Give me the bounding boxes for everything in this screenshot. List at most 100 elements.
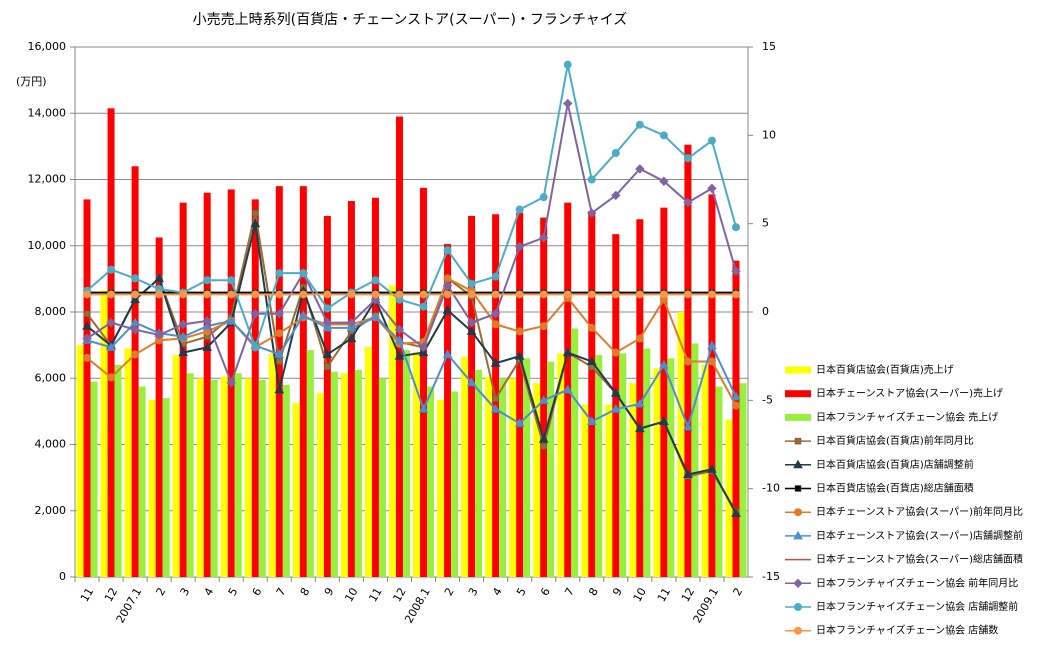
marker — [107, 265, 116, 274]
bar — [619, 353, 627, 577]
marker — [178, 347, 189, 357]
bar — [364, 346, 372, 577]
marker — [276, 358, 283, 365]
line — [86, 277, 737, 407]
marker — [203, 290, 212, 299]
marker — [683, 154, 692, 163]
marker — [323, 304, 332, 313]
bar — [444, 244, 452, 577]
marker — [538, 233, 549, 243]
y-tick-label: 0 — [59, 570, 66, 583]
bar — [330, 371, 338, 577]
marker — [538, 434, 549, 443]
marker — [299, 269, 308, 278]
marker — [178, 331, 189, 341]
marker — [443, 290, 452, 299]
marker — [370, 312, 381, 321]
legend: 日本百貨店協会(百貨店)売上げ日本チェーンストア協会(スーパー)売上げ日本フラン… — [785, 363, 1023, 637]
legend-swatch — [785, 390, 811, 398]
bar — [220, 376, 228, 577]
x-tick-label: 7 — [274, 586, 289, 599]
line — [86, 223, 737, 514]
marker — [587, 323, 596, 332]
marker — [346, 333, 357, 342]
marker — [683, 421, 693, 431]
x-tick-label: 2 — [730, 586, 745, 599]
bar — [461, 356, 469, 577]
bar — [378, 378, 386, 577]
legend-label: 日本フランチャイズチェーン協会 店舗数 — [816, 624, 998, 637]
legend-label: 日本チェーンストア協会(スーパー)売上げ — [816, 387, 1003, 400]
marker — [274, 309, 285, 319]
marker — [659, 416, 669, 426]
marker — [275, 269, 284, 278]
marker — [659, 131, 668, 140]
marker — [562, 347, 573, 357]
marker — [322, 322, 333, 332]
x-tick-label: 7 — [562, 586, 577, 599]
marker — [83, 290, 92, 299]
bar — [451, 391, 459, 577]
y-tick-label: 2,000 — [35, 504, 67, 517]
marker — [251, 343, 260, 352]
marker — [299, 290, 308, 299]
bar — [475, 369, 483, 577]
bar — [83, 199, 91, 577]
bar — [588, 210, 596, 577]
bar — [595, 355, 603, 577]
marker — [683, 357, 692, 366]
marker — [274, 384, 285, 394]
marker — [371, 290, 380, 299]
y-tick-label: 4,000 — [35, 438, 67, 451]
marker — [442, 349, 453, 358]
marker — [250, 309, 260, 319]
bar — [340, 373, 348, 577]
bar — [148, 399, 156, 577]
legend-marker — [794, 437, 802, 445]
y2-tick-label: -5 — [762, 393, 773, 406]
marker — [107, 290, 116, 299]
bar — [234, 373, 242, 577]
marker — [346, 317, 357, 328]
marker — [252, 209, 259, 217]
bar — [100, 290, 108, 577]
marker — [611, 190, 621, 201]
marker — [731, 391, 741, 401]
marker — [83, 310, 91, 318]
marker — [371, 276, 380, 285]
marker — [130, 324, 140, 335]
marker — [635, 164, 645, 174]
marker — [418, 347, 429, 357]
legend-label: 日本百貨店協会(百貨店)前年同月比 — [816, 434, 974, 447]
x-tick-label: 11 — [78, 586, 96, 605]
legend-marker — [794, 626, 802, 635]
marker — [83, 353, 92, 362]
x-tick-label: 8 — [586, 586, 601, 599]
line — [86, 64, 737, 351]
marker — [442, 280, 453, 291]
marker — [514, 351, 525, 360]
bar — [268, 353, 276, 577]
x-tick-label: 4 — [490, 586, 505, 599]
marker — [683, 290, 692, 299]
bar — [629, 383, 637, 577]
bar — [708, 194, 716, 577]
x-tick-label: 3 — [466, 586, 481, 599]
y2-tick-label: 15 — [762, 40, 776, 53]
marker — [587, 208, 597, 218]
bar — [413, 351, 421, 577]
x-tick-label: 6 — [250, 586, 265, 599]
bar — [210, 379, 218, 577]
marker — [635, 334, 644, 343]
x-tick-label: 6 — [538, 586, 553, 599]
x-tick-label: 4 — [202, 586, 217, 599]
legend-marker — [793, 578, 803, 589]
x-tick-label: 2 — [442, 586, 457, 599]
bar — [354, 369, 362, 577]
marker — [514, 418, 525, 427]
marker — [131, 274, 140, 283]
x-tick-label: 12 — [102, 586, 120, 605]
x-tick-label: 8 — [298, 586, 313, 599]
marker — [250, 218, 261, 228]
bar — [691, 343, 699, 577]
